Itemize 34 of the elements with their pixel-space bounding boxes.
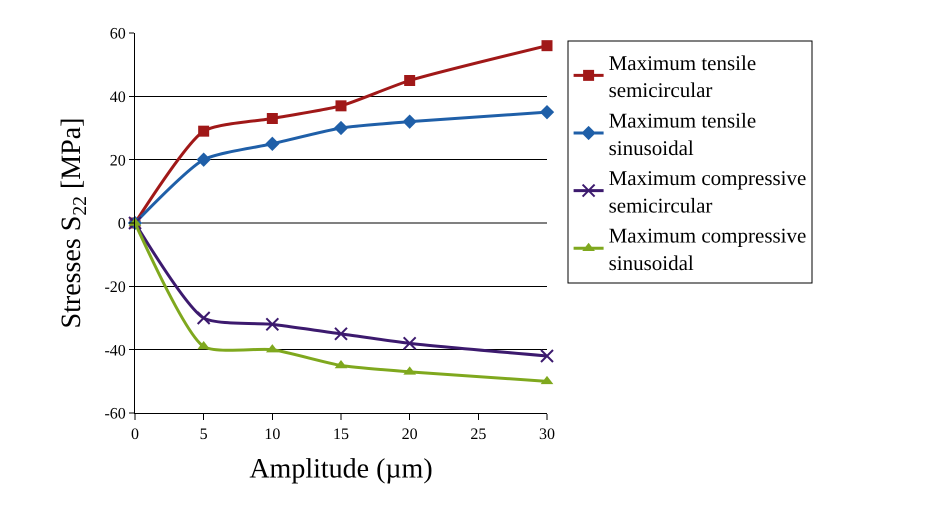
y-tick-label: 0 [118,216,126,233]
point [265,317,280,332]
y-tick-label: 20 [110,152,126,170]
point [334,326,348,341]
point [336,100,346,112]
y-tick-label: -60 [104,406,126,423]
y-tick-label: -20 [104,278,126,296]
legend-label: Maximum tensile sinusoidal [608,108,756,160]
legend-label: Maximum compressive semicircular [608,166,806,218]
point [265,136,280,151]
point [196,152,211,167]
x-tick-label: 0 [131,426,139,444]
x-tick-label: 20 [402,426,418,444]
x-tick-label: 15 [333,426,349,444]
point [266,113,278,124]
legend-label: Maximum compressive sinusoidal [608,224,806,276]
point [540,349,554,363]
y-tick-label: 40 [110,88,126,106]
x-tick-label: 10 [264,426,280,444]
point [542,40,552,52]
point [540,105,554,120]
y-tick-label: -40 [104,342,126,360]
x-tick-label: 30 [539,426,555,444]
point [404,75,416,86]
point [334,120,348,136]
x-tick-label: 5 [200,426,208,444]
point [402,114,417,129]
point [402,336,417,350]
point [196,311,211,325]
x-tick-label: 25 [470,426,486,444]
x-axis-title: Amplitude (µm) [249,453,433,484]
legend-label: Maximum tensile semicircular [608,50,756,102]
point [198,126,210,137]
y-tick-label: 60 [110,26,126,43]
